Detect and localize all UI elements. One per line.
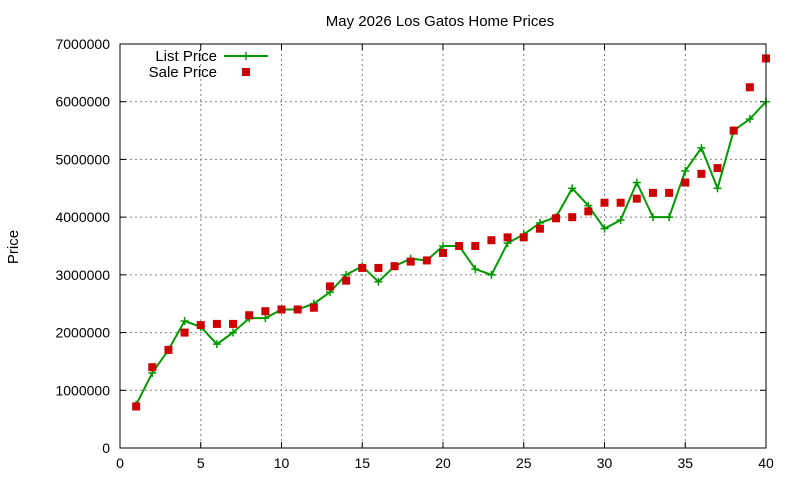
list-price-point — [568, 184, 577, 193]
x-tick-label: 0 — [116, 455, 124, 471]
list-price-line — [135, 101, 767, 406]
list-price-point — [697, 143, 706, 152]
list-price-point — [487, 270, 496, 279]
sale-price-point — [180, 328, 189, 337]
sale-price-point — [503, 233, 512, 242]
x-tick-label: 30 — [597, 455, 613, 471]
sale-price-point — [632, 194, 641, 203]
x-tick-label: 15 — [354, 455, 370, 471]
sale-price-point — [148, 363, 157, 372]
sale-price-point — [681, 178, 690, 187]
sale-price-point — [309, 303, 318, 312]
sale-price-point — [132, 402, 141, 411]
plot-frame — [119, 43, 767, 449]
series-sale-price — [132, 54, 770, 411]
y-tick-label: 2000000 — [55, 325, 110, 341]
sale-price-point — [406, 257, 415, 266]
sale-price-point — [325, 282, 334, 291]
y-tick-label: 3000000 — [55, 267, 110, 283]
sale-price-point — [584, 207, 593, 216]
x-tick-label: 40 — [758, 455, 774, 471]
sale-price-point — [422, 256, 431, 265]
tick-layer: 0 1000000 2000000 3000000 4000000 5000000 6000… — [55, 36, 774, 471]
sale-price-point — [245, 311, 254, 320]
sale-price-point — [229, 319, 238, 328]
sale-price-point — [713, 164, 722, 173]
list-price-point — [600, 224, 609, 233]
sale-price-point — [600, 198, 609, 207]
sale-price-point — [212, 319, 221, 328]
sale-price-point — [487, 236, 496, 245]
list-price-point — [374, 277, 383, 286]
x-tick-label: 20 — [435, 455, 451, 471]
list-price-point — [632, 178, 641, 187]
sale-price-point — [196, 321, 205, 330]
chart-title: May 2026 Los Gatos Home Prices — [326, 13, 554, 30]
sale-price-point — [552, 214, 561, 223]
list-price-point — [665, 213, 674, 222]
sale-price-point — [342, 276, 351, 285]
list-price-point — [471, 265, 480, 274]
list-price-point — [180, 317, 189, 326]
sale-price-point — [616, 198, 625, 207]
sale-price-point — [277, 305, 286, 314]
y-tick-label: 6000000 — [55, 94, 110, 110]
list-price-point — [681, 166, 690, 175]
sale-price-point — [261, 307, 270, 316]
list-price-point — [229, 328, 238, 337]
y-tick-label: 7000000 — [55, 36, 110, 52]
list-price-point — [212, 340, 221, 349]
series-layer — [132, 54, 770, 411]
sale-price-point — [471, 242, 480, 250]
sale-price-point — [293, 305, 302, 314]
list-price-point — [616, 216, 625, 225]
list-price-point — [648, 213, 657, 222]
series-list-price — [132, 97, 770, 409]
x-tick-label: 35 — [677, 455, 693, 471]
legend-label-sale-price: Sale Price — [149, 64, 217, 81]
sale-price-point — [535, 224, 544, 233]
x-tick-label: 5 — [197, 455, 205, 471]
legend-marker-list-price — [242, 52, 250, 60]
sale-price-point — [390, 262, 399, 271]
legend-label-list-price: List Price — [155, 48, 217, 65]
y-axis-title: Price — [5, 230, 22, 264]
sale-price-point — [568, 213, 577, 222]
sale-price-point — [665, 188, 674, 197]
sale-price-point — [519, 233, 528, 242]
y-tick-label: 0 — [102, 440, 110, 456]
list-price-point — [261, 314, 270, 323]
sale-price-point — [697, 169, 706, 178]
sale-price-point — [729, 126, 738, 135]
y-tick-label: 1000000 — [55, 382, 110, 398]
x-tick-label: 10 — [274, 455, 290, 471]
sale-price-point — [439, 248, 447, 257]
list-price-point — [439, 242, 447, 250]
y-tick-label: 4000000 — [55, 209, 110, 225]
sale-price-point — [745, 83, 754, 92]
sale-price-point — [648, 188, 657, 197]
list-price-point — [713, 184, 722, 193]
sale-price-point — [164, 345, 173, 354]
list-price-point — [745, 115, 754, 124]
sale-price-point — [374, 263, 383, 272]
sale-price-point — [358, 263, 367, 272]
x-tick-label: 25 — [516, 455, 532, 471]
y-tick-label: 5000000 — [55, 151, 110, 167]
legend-swatch-sale-price — [242, 68, 250, 76]
sale-price-point — [455, 242, 464, 250]
